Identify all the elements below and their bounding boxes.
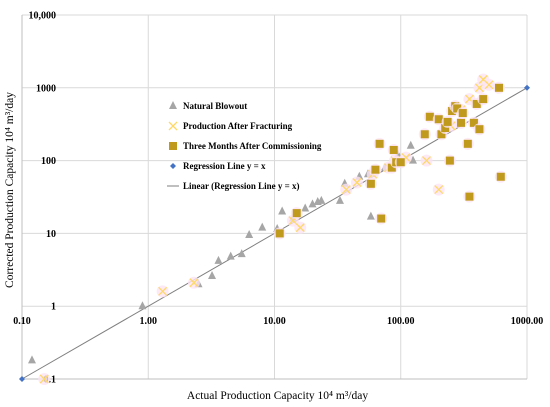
production-after-fracturing-point xyxy=(434,185,444,195)
three-months-after-commissioning-point xyxy=(366,179,375,188)
three-months-after-commissioning-point xyxy=(420,130,429,139)
three-months-after-commissioning-point xyxy=(387,163,396,172)
natural-blowout-point xyxy=(237,249,246,258)
axes xyxy=(21,15,527,380)
three-months-after-commissioning-point xyxy=(441,124,450,133)
natural-blowout-point xyxy=(138,301,147,310)
production-after-fracturing-point xyxy=(352,178,362,187)
three-months-after-commissioning-point xyxy=(425,112,434,121)
legend-swatch-production-after-fracturing xyxy=(168,121,178,131)
y-tick-label: 1000 xyxy=(36,83,56,94)
natural-blowout-point xyxy=(258,222,267,231)
x-tick-label: 1000.00 xyxy=(511,316,544,327)
production-after-fracturing-point xyxy=(295,223,305,233)
legend-label-production-after-fracturing: Production After Fracturing xyxy=(183,121,293,131)
production-after-fracturing-point xyxy=(341,185,351,195)
production-after-fracturing-point-stroke xyxy=(295,223,305,233)
natural-blowout-point xyxy=(214,255,223,264)
production-after-fracturing-point xyxy=(189,278,199,288)
x-tick-label: 100.00 xyxy=(387,316,415,327)
y-tick-labels: 0.1110100100010,000 xyxy=(29,11,57,386)
three-months-after-commissioning-point xyxy=(453,104,462,113)
production-after-fracturing-point-stroke xyxy=(484,80,494,90)
natural-blowout-point xyxy=(301,203,310,212)
three-months-after-commissioning-point xyxy=(375,139,384,148)
y-tick-label: 1 xyxy=(51,302,56,313)
y-tick-label: 100 xyxy=(41,156,56,167)
natural-blowout-point xyxy=(27,355,36,364)
production-after-fracturing-point xyxy=(422,156,431,166)
production-after-fracturing-point-stroke xyxy=(478,75,488,84)
three-months-after-commissioning-point xyxy=(472,99,481,108)
natural-blowout-point xyxy=(317,195,326,204)
natural-blowout-point xyxy=(308,199,317,208)
production-after-fracturing-point xyxy=(39,374,49,384)
three-months-after-commissioning-point xyxy=(475,125,484,134)
three-months-after-commissioning-point xyxy=(275,229,284,238)
three-months-after-commissioning-point xyxy=(496,172,505,181)
three-months-after-commissioning-point xyxy=(456,118,465,127)
three-months-after-commissioning-point xyxy=(437,130,446,139)
legend: Natural Blowout Production After Fracturi… xyxy=(167,101,322,191)
natural-blowout-point xyxy=(335,195,344,204)
legend-swatch-regression-line-y-x xyxy=(170,163,176,169)
three-months-after-commissioning-point xyxy=(479,95,488,104)
three-months-after-commissioning-point xyxy=(377,214,386,223)
three-months-after-commissioning-point xyxy=(292,209,301,218)
three-months-after-commissioning-point xyxy=(463,139,472,148)
x-tick-label: 10.00 xyxy=(263,316,286,327)
regression-line-y-x-point xyxy=(19,376,25,382)
natural-blowout-point xyxy=(245,230,254,239)
y-tick-label: 10 xyxy=(46,229,56,240)
data-points xyxy=(19,73,530,385)
three-months-after-commissioning-point xyxy=(389,145,398,154)
production-after-fracturing-point xyxy=(158,286,168,296)
production-after-fracturing-point-stroke xyxy=(464,94,474,104)
production-after-fracturing-point xyxy=(484,80,494,90)
legend-swatch-natural-blowout xyxy=(169,101,177,109)
legend-label-three-months-after-commissioning: Three Months After Commissioning xyxy=(183,141,322,151)
three-months-after-commissioning-point xyxy=(458,109,467,118)
legend-label-natural-blowout: Natural Blowout xyxy=(183,101,247,111)
y-tick-label: 10,000 xyxy=(29,11,57,22)
production-after-fracturing-point-stroke xyxy=(341,185,351,195)
natural-blowout-point xyxy=(226,251,235,260)
regression-line-y-x-point xyxy=(524,84,530,91)
natural-blowout-point xyxy=(406,140,415,149)
natural-blowout-point xyxy=(208,270,217,279)
production-after-fracturing-point-stroke xyxy=(158,286,168,296)
production-after-fracturing-point-stroke xyxy=(39,374,49,384)
y-axis-title: Corrected Production Capacity 10⁴ m³/day xyxy=(4,92,16,288)
three-months-after-commissioning-point xyxy=(396,158,405,167)
production-after-fracturing-point-stroke xyxy=(422,156,431,166)
x-axis-title: Actual Production Capacity 10⁴ m³/day xyxy=(187,390,368,402)
natural-blowout-point xyxy=(278,206,287,215)
three-months-after-commissioning-point xyxy=(443,117,452,126)
natural-blowout-point xyxy=(366,211,375,220)
production-after-fracturing-point-stroke xyxy=(189,278,199,288)
x-tick-labels: 0.10 1.00 10.00 100.00 1000.00 xyxy=(13,316,543,327)
three-months-after-commissioning-point xyxy=(445,156,454,165)
legend-label-linear-regression-line-y-x: Linear (Regression Line y = x) xyxy=(183,181,300,191)
x-tick-label: 1.00 xyxy=(140,316,158,327)
legend-swatch-three-months-after-commissioning xyxy=(169,142,177,150)
production-after-fracturing-point-stroke xyxy=(434,185,444,195)
production-after-fracturing-point-stroke xyxy=(352,178,362,187)
three-months-after-commissioning-point xyxy=(465,192,474,201)
legend-label-regression-line-y-x: Regression Line y = x xyxy=(183,161,266,171)
three-months-after-commissioning-point xyxy=(434,115,443,124)
legend-swatch-production-after-fracturing-stroke xyxy=(168,121,178,131)
three-months-after-commissioning-point xyxy=(469,118,478,127)
natural-blowout-point xyxy=(408,155,417,164)
x-tick-label: 0.10 xyxy=(13,316,31,327)
three-months-after-commissioning-point xyxy=(371,165,380,174)
three-months-after-commissioning-point xyxy=(494,83,503,92)
